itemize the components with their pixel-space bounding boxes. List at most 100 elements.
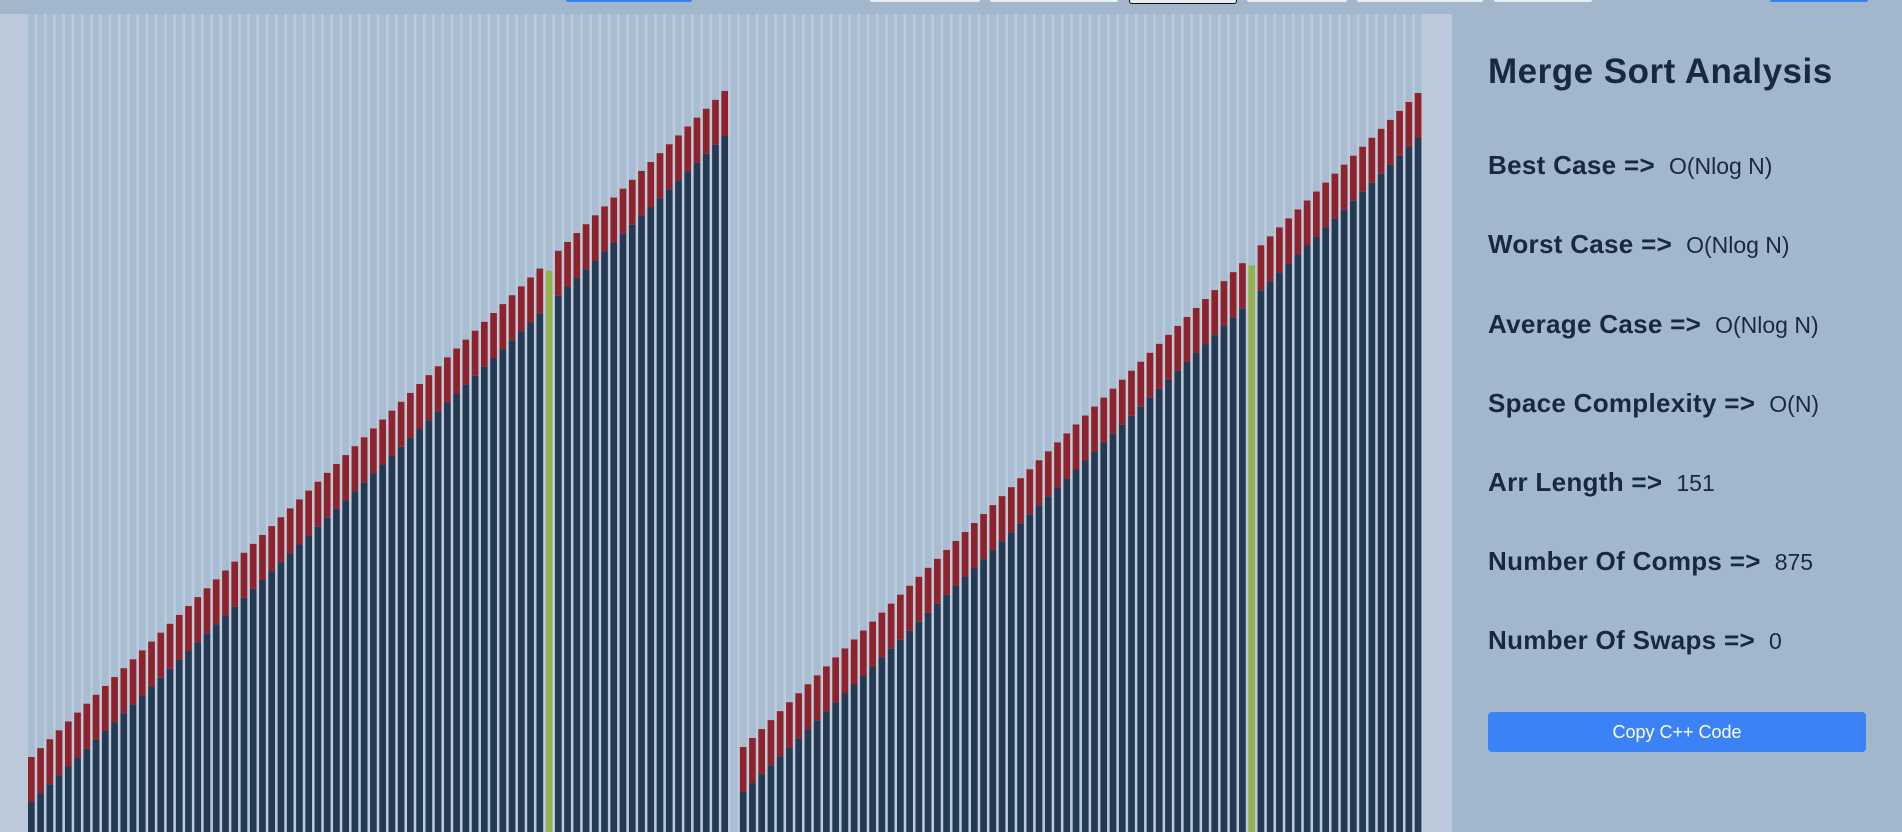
- bar-comparing-red: [407, 392, 414, 438]
- bar-comparing-red: [46, 739, 54, 785]
- toolbar-button[interactable]: [870, 0, 980, 2]
- bar: [1035, 505, 1043, 832]
- bar-track: [730, 14, 738, 832]
- bar-comparing-red: [749, 738, 756, 784]
- bar-comparing-red: [887, 603, 895, 649]
- bar: [314, 526, 322, 832]
- bar-comparing-red: [333, 463, 340, 509]
- bar: [841, 693, 849, 832]
- bar: [749, 783, 756, 832]
- stat-value: O(Nlog N): [1686, 232, 1790, 258]
- bar: [980, 559, 987, 832]
- top-toolbar: [0, 0, 1902, 14]
- bar-comparing-red: [1192, 308, 1200, 354]
- bar: [1331, 218, 1339, 832]
- bar-comparing-red: [601, 206, 608, 252]
- bar-comparing-red: [582, 224, 590, 270]
- bar-comparing-red: [804, 684, 812, 730]
- bar-track: [961, 14, 969, 832]
- bar-comparing-red: [1331, 173, 1339, 219]
- bar-track: [823, 14, 830, 832]
- toolbar-button-primary[interactable]: [1770, 0, 1868, 2]
- bar: [813, 720, 821, 832]
- bar-comparing-red: [1368, 137, 1376, 183]
- bar: [1192, 353, 1200, 832]
- copy-cpp-code-button[interactable]: Copy C++ Code: [1488, 712, 1866, 752]
- bar-track: [296, 14, 303, 832]
- bar: [1387, 164, 1394, 832]
- stat-average-case: Average Case => O(Nlog N): [1488, 309, 1819, 340]
- bar-comparing-red: [536, 268, 544, 314]
- bar-comparing-red: [665, 144, 673, 190]
- bar-track: [915, 14, 923, 832]
- bar: [471, 375, 479, 832]
- bar: [804, 729, 812, 832]
- bar-comparing-red: [1174, 325, 1182, 371]
- algorithm-info-panel: Merge Sort Analysis Best Case => O(Nlog N…: [1452, 14, 1902, 832]
- bar-comparing-red: [1285, 218, 1292, 264]
- bar-track: [138, 14, 146, 832]
- bar-comparing-red: [924, 567, 932, 613]
- bar: [961, 576, 969, 832]
- bar-comparing-red: [92, 694, 100, 740]
- bar-track: [185, 14, 192, 832]
- bar: [1091, 451, 1098, 832]
- bar-comparing-red: [138, 650, 146, 696]
- bar-track: [370, 14, 377, 832]
- bar: [758, 774, 766, 832]
- stat-label: Number Of Comps =>: [1488, 546, 1761, 576]
- bar-comparing-red: [1155, 343, 1163, 389]
- bar: [1100, 442, 1108, 832]
- bar-comparing-red: [222, 570, 229, 616]
- bar: [776, 756, 784, 832]
- bar: [1155, 388, 1163, 832]
- toolbar-button[interactable]: [1494, 0, 1592, 2]
- bar-comparing-red: [952, 540, 960, 586]
- bar-track: [1044, 14, 1052, 832]
- bar: [74, 757, 81, 832]
- bar-comparing-red: [989, 505, 997, 551]
- bar-track: [860, 14, 867, 832]
- bar-comparing-red: [286, 508, 294, 554]
- bar: [1146, 397, 1154, 832]
- toolbar-button[interactable]: [1357, 0, 1483, 2]
- bar-comparing-red: [1229, 272, 1237, 318]
- bar-comparing-red: [1350, 155, 1357, 201]
- bar-comparing-red: [1026, 469, 1034, 515]
- bar-track: [28, 14, 35, 832]
- bar-track: [758, 14, 766, 832]
- bar-comparing-red: [943, 549, 950, 595]
- bar: [619, 233, 627, 832]
- bar: [721, 136, 729, 832]
- bar-comparing-red: [434, 366, 442, 412]
- bar: [1220, 326, 1228, 832]
- bar-comparing-red: [462, 339, 470, 385]
- bar: [628, 224, 636, 832]
- bar: [1229, 317, 1237, 832]
- toolbar-button[interactable]: [990, 0, 1118, 2]
- bar: [37, 793, 44, 832]
- toolbar-button[interactable]: [1247, 0, 1347, 2]
- bar-comparing-red: [1387, 119, 1394, 165]
- bar: [1007, 532, 1015, 832]
- stat-space-complexity: Space Complexity => O(N): [1488, 388, 1819, 419]
- bar: [536, 313, 544, 832]
- bar-comparing-red: [517, 286, 525, 332]
- bar-comparing-red: [1007, 487, 1015, 533]
- toolbar-button-primary[interactable]: [566, 0, 692, 2]
- bar-comparing-red: [591, 215, 599, 261]
- bar-comparing-red: [1100, 397, 1108, 443]
- toolbar-button-active[interactable]: [1129, 0, 1237, 4]
- bar: [397, 446, 405, 832]
- bar: [869, 666, 876, 832]
- bar: [1128, 415, 1135, 832]
- bar: [231, 606, 239, 832]
- bar-comparing-red: [1035, 460, 1043, 506]
- bar-comparing-red: [111, 677, 118, 723]
- bar-track: [277, 14, 285, 832]
- bar-comparing-red: [1276, 227, 1283, 273]
- bar: [712, 144, 719, 832]
- bar-comparing-red: [1266, 236, 1274, 282]
- bar-comparing-red: [628, 179, 636, 225]
- bar-comparing-red: [148, 641, 155, 687]
